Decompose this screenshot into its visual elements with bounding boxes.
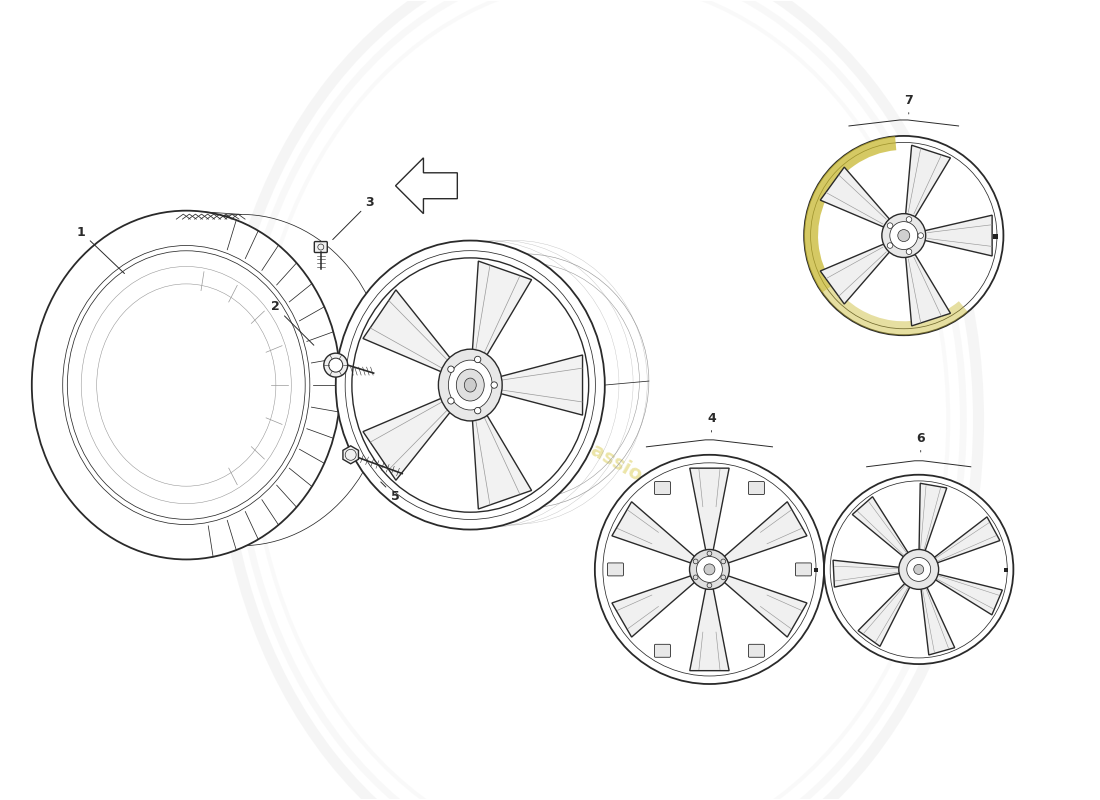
Polygon shape: [833, 560, 900, 587]
Polygon shape: [934, 517, 1000, 563]
Text: 2: 2: [271, 300, 314, 346]
Polygon shape: [690, 468, 729, 550]
Polygon shape: [725, 502, 807, 563]
Circle shape: [707, 551, 712, 556]
Wedge shape: [804, 136, 896, 293]
FancyBboxPatch shape: [748, 644, 764, 658]
Polygon shape: [935, 574, 1002, 615]
Text: 7: 7: [904, 94, 913, 114]
Circle shape: [914, 565, 924, 574]
Polygon shape: [690, 589, 729, 670]
Circle shape: [474, 356, 481, 362]
Circle shape: [329, 358, 343, 372]
Polygon shape: [852, 497, 909, 558]
Polygon shape: [363, 290, 451, 372]
Polygon shape: [905, 254, 950, 326]
Circle shape: [898, 230, 910, 242]
Polygon shape: [472, 261, 531, 356]
Circle shape: [696, 557, 723, 582]
Bar: [1004, 568, 1009, 572]
Bar: [993, 234, 999, 238]
Polygon shape: [921, 586, 955, 655]
Circle shape: [693, 575, 698, 580]
Polygon shape: [396, 158, 458, 214]
FancyBboxPatch shape: [654, 482, 670, 494]
Circle shape: [882, 214, 926, 258]
Circle shape: [693, 559, 698, 564]
Polygon shape: [725, 576, 807, 637]
Text: 5: 5: [381, 482, 399, 502]
Wedge shape: [822, 285, 968, 335]
Polygon shape: [612, 502, 694, 563]
Circle shape: [804, 136, 1003, 335]
Ellipse shape: [449, 360, 492, 410]
FancyBboxPatch shape: [748, 482, 764, 494]
Circle shape: [491, 382, 497, 388]
Text: 1: 1: [77, 226, 124, 274]
Ellipse shape: [336, 241, 605, 530]
Polygon shape: [925, 215, 992, 256]
Circle shape: [704, 564, 715, 575]
Circle shape: [448, 398, 454, 404]
FancyBboxPatch shape: [607, 563, 624, 576]
Circle shape: [720, 575, 726, 580]
Polygon shape: [821, 244, 890, 304]
Circle shape: [888, 223, 893, 229]
Ellipse shape: [439, 349, 503, 421]
Polygon shape: [905, 146, 950, 217]
Polygon shape: [858, 583, 910, 646]
Circle shape: [906, 558, 931, 582]
Circle shape: [906, 249, 912, 254]
Circle shape: [323, 353, 348, 377]
Polygon shape: [472, 414, 531, 509]
Circle shape: [720, 559, 726, 564]
Text: 3: 3: [332, 196, 374, 239]
Circle shape: [690, 550, 729, 590]
Circle shape: [448, 366, 454, 373]
Bar: [814, 568, 818, 572]
Polygon shape: [343, 446, 359, 464]
Polygon shape: [363, 398, 451, 480]
Circle shape: [707, 583, 712, 588]
Text: a passion for parts since: a passion for parts since: [558, 424, 801, 575]
Circle shape: [888, 242, 893, 248]
FancyBboxPatch shape: [315, 242, 328, 253]
Circle shape: [824, 474, 1013, 664]
Ellipse shape: [32, 210, 341, 559]
Polygon shape: [612, 576, 694, 637]
Text: 6: 6: [916, 432, 925, 452]
Ellipse shape: [464, 378, 476, 392]
Circle shape: [474, 407, 481, 414]
Polygon shape: [918, 483, 947, 551]
Circle shape: [917, 233, 924, 238]
Polygon shape: [499, 355, 583, 415]
FancyBboxPatch shape: [654, 644, 670, 658]
Text: 4: 4: [707, 412, 716, 432]
Ellipse shape: [456, 369, 484, 401]
Circle shape: [890, 222, 917, 250]
Polygon shape: [821, 167, 890, 227]
FancyBboxPatch shape: [795, 563, 812, 576]
Circle shape: [899, 550, 938, 590]
Circle shape: [595, 455, 824, 684]
Circle shape: [906, 217, 912, 222]
